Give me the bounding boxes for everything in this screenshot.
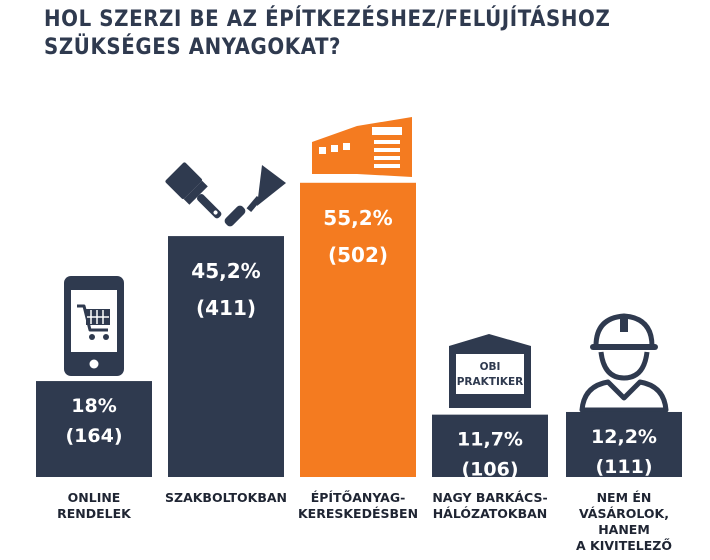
bar-count-label-4: (106) — [461, 459, 518, 481]
shopping-cart-phone-icon — [64, 276, 124, 376]
bar-count-label-5: (111) — [595, 456, 652, 478]
bar-count-label-3: (502) — [328, 243, 388, 267]
chart-title-line-1: HOL SZERZI BE AZ ÉPÍTKEZÉSHEZ/FELÚJÍTÁSH… — [44, 7, 611, 32]
bar-value-label-3: 55,2% — [323, 206, 392, 230]
bar-count-label-1: (164) — [65, 425, 122, 447]
bar-3 — [300, 182, 416, 477]
chart-title: HOL SZERZI BE AZ ÉPÍTKEZÉSHEZ/FELÚJÍTÁSH… — [44, 6, 610, 62]
bar-4 — [432, 414, 548, 477]
bar-value-label-4: 11,7% — [457, 429, 523, 451]
category-label-2: SZAKBOLTOKBAN — [165, 490, 287, 505]
category-label-1: ONLINE RENDELEK — [57, 490, 132, 521]
bar-value-label-2: 45,2% — [191, 259, 260, 283]
bar-5 — [566, 411, 682, 477]
bar-value-label-1: 18% — [71, 395, 116, 417]
category-label-3: ÉPÍTŐANYAG-KERESKEDÉSBEN — [298, 490, 418, 521]
bar-2 — [168, 236, 284, 477]
bar-1 — [36, 381, 152, 477]
chart-title-line-2: SZÜKSÉGES ANYAGOKAT? — [44, 35, 342, 60]
paintbrush-trowel-icon — [165, 162, 286, 227]
category-label-5: NEM ÉN VÁSÁROLOK, HANEM A KIVITELEZŐ — [576, 490, 672, 553]
construction-worker-icon — [579, 313, 669, 413]
building-materials-store-icon — [312, 117, 412, 177]
bar-value-label-5: 12,2% — [591, 426, 657, 448]
diy-store-icon: OBI PRAKTIKER — [449, 334, 531, 408]
store-sign-line-2: PRAKTIKER — [457, 376, 524, 388]
bar-count-label-2: (411) — [196, 296, 256, 320]
category-label-4: NAGY BARKÁCS-HÁLÓZATOKBAN — [432, 490, 547, 521]
store-sign-line-1: OBI — [480, 361, 501, 373]
